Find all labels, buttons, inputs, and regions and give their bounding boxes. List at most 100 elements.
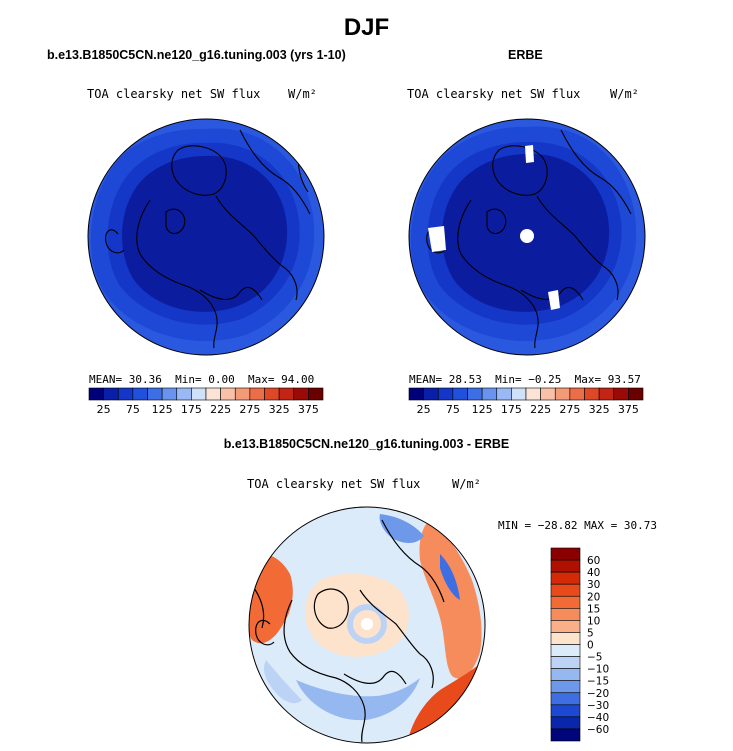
panel2-min-label: Min= <box>495 373 522 386</box>
panel3-colorbar-tick-label: 30 <box>587 579 600 591</box>
panel1-colorbar-swatch <box>220 387 236 401</box>
panel1-min-label: Min= <box>175 373 202 386</box>
panel3-colorbar-tick-label: 15 <box>587 603 600 615</box>
panel2-stats: MEAN= 28.53 Min= −0.25 Max= 93.57 <box>409 373 641 386</box>
panel1-colorbar-swatch <box>176 387 192 401</box>
panel3-stats: MIN = −28.82 MAX = 30.73 <box>498 519 657 532</box>
panel1-colorbar-tick-label: 275 <box>239 403 260 416</box>
panel3-colorbar-swatch <box>550 656 581 669</box>
panel3-min-value: −28.82 <box>537 519 578 532</box>
panel2-colorbar-swatch <box>613 387 629 401</box>
panel2-units: W/m² <box>610 87 639 101</box>
panel3-colorbar-tick-label: −60 <box>587 724 609 736</box>
panel2-max-value: 93.57 <box>607 373 641 386</box>
panel3-coastlines <box>253 519 445 743</box>
panel1-colorbar-tick-label: 375 <box>298 403 319 416</box>
panel1-colorbar-swatch <box>88 387 104 401</box>
panel1-colorbar-tick-label: 25 <box>97 403 111 416</box>
panel3-cool-northeast <box>440 554 460 600</box>
panel1-colorbar-swatch <box>132 387 148 401</box>
panel3-colorbar-swatch <box>550 547 581 561</box>
panel3-colorbar-swatch <box>550 571 581 585</box>
panel3-colorbar-tick-label: 20 <box>587 591 600 603</box>
panel1-units: W/m² <box>288 87 317 101</box>
panel1-colorbar-swatch <box>278 387 295 401</box>
panel1-title: b.e13.B1850C5CN.ne120_g16.tuning.003 (yr… <box>47 48 346 62</box>
panel2-map <box>409 119 645 355</box>
panel2-colorbar-tick-label: 325 <box>589 403 610 416</box>
panel3-colorbar-tick-label: 40 <box>587 567 600 579</box>
panel1-colorbar-tick-label: 175 <box>181 403 202 416</box>
panel3-colorbar-swatch <box>550 632 581 645</box>
panel2-max-label: Max= <box>574 373 602 386</box>
panel3-colorbar-swatch <box>550 620 581 633</box>
panel2-colorbar-swatch <box>452 387 468 401</box>
panel1-colorbar: 25 75 125 175 225 275 325 375 <box>88 387 324 416</box>
panel2-colorbar-tick-label: 175 <box>501 403 522 416</box>
panel3-colorbar-tick-label: −5 <box>587 652 602 664</box>
panel3-colorbar-tick-label: 60 <box>587 555 600 567</box>
panel2-colorbar: 25 75 125 175 225 275 325 375 <box>408 387 644 416</box>
panel2-missing-bering <box>548 290 560 310</box>
panel3-colorbar-swatch <box>550 644 581 657</box>
panel1-colorbar-swatch <box>161 387 178 401</box>
panel2-colorbar-swatch <box>569 387 585 401</box>
panel3-colorbar-tick-label: −10 <box>587 664 609 676</box>
panel2-mean-label: MEAN= <box>409 373 443 386</box>
panel2-colorbar-tick-label: 75 <box>446 403 460 416</box>
panel1-colorbar-tick-label: 325 <box>269 403 290 416</box>
panel1-colorbar-swatch <box>205 387 221 401</box>
panel2-colorbar-swatch <box>598 387 615 401</box>
panel3-variable: TOA clearsky net SW flux <box>247 477 421 491</box>
panel2-colorbar-tick-label: 25 <box>417 403 431 416</box>
panel3-colorbar-swatch <box>550 559 581 573</box>
panel3-cool-southwest <box>264 660 302 704</box>
panel3-colorbar-swatch <box>550 680 581 694</box>
panel3-colorbar-swatch <box>550 608 581 621</box>
panel2-map-border <box>408 118 646 356</box>
panel1-coastlines <box>105 129 311 349</box>
panel1-colorbar-swatch <box>117 387 134 401</box>
panel3-warm-southeast <box>408 660 485 743</box>
panel3-colorbar-tick-label: 5 <box>587 627 594 639</box>
panel2-missing-greenland <box>525 145 534 163</box>
panel1-stats: MEAN= 30.36 Min= 0.00 Max= 94.00 <box>89 373 314 386</box>
panel3-max-label: MAX = <box>584 519 618 532</box>
panel1-colorbar-swatch <box>308 387 324 401</box>
panel1-mean-label: MEAN= <box>89 373 123 386</box>
panel2-colorbar-swatch <box>525 387 541 401</box>
panel3-min-label: MIN = <box>498 519 532 532</box>
panel1-map-border <box>87 118 325 356</box>
panel2-min-value: −0.25 <box>528 373 562 386</box>
panel3-units: W/m² <box>452 477 481 491</box>
panel3-colorbar-swatch <box>550 668 581 681</box>
panel2-colorbar-tick-label: 125 <box>472 403 493 416</box>
panel3-colorbar-tick-label: −20 <box>587 688 609 700</box>
panel1-colorbar-tick-label: 125 <box>152 403 173 416</box>
panel3-colorbar-swatch <box>550 595 581 609</box>
panel1-colorbar-tick-label: 225 <box>210 403 231 416</box>
panel3-map-border <box>248 506 486 744</box>
panel1-colorbar-swatch <box>249 387 265 401</box>
panel2-colorbar-swatch <box>511 387 527 401</box>
panel3-central-warm <box>305 573 409 657</box>
panel3-max-value: 30.73 <box>623 519 657 532</box>
panel3-colorbar-swatch <box>550 716 581 730</box>
panel2-title: ERBE <box>508 48 543 62</box>
panel1-colorbar-swatch <box>264 387 280 401</box>
panel3-colorbar-tick-label: −15 <box>587 676 609 688</box>
panel1-colorbar-swatch <box>234 387 251 401</box>
panel2-missing-pole <box>520 229 534 243</box>
panel1-max-value: 94.00 <box>281 373 315 386</box>
panel2-missing-data <box>428 145 560 310</box>
panel2-mean-value: 28.53 <box>448 373 482 386</box>
panel1-colorbar-swatch <box>147 387 163 401</box>
panel2-colorbar-swatch <box>481 387 498 401</box>
panel2-missing-asia <box>428 226 446 252</box>
figure-title: DJF <box>343 14 390 41</box>
panel3-colorbar-swatch <box>550 583 581 597</box>
panel1-band-core <box>122 155 288 312</box>
panel2-colorbar-swatch <box>628 387 644 401</box>
panel1-colorbar-tick-label: 75 <box>126 403 140 416</box>
